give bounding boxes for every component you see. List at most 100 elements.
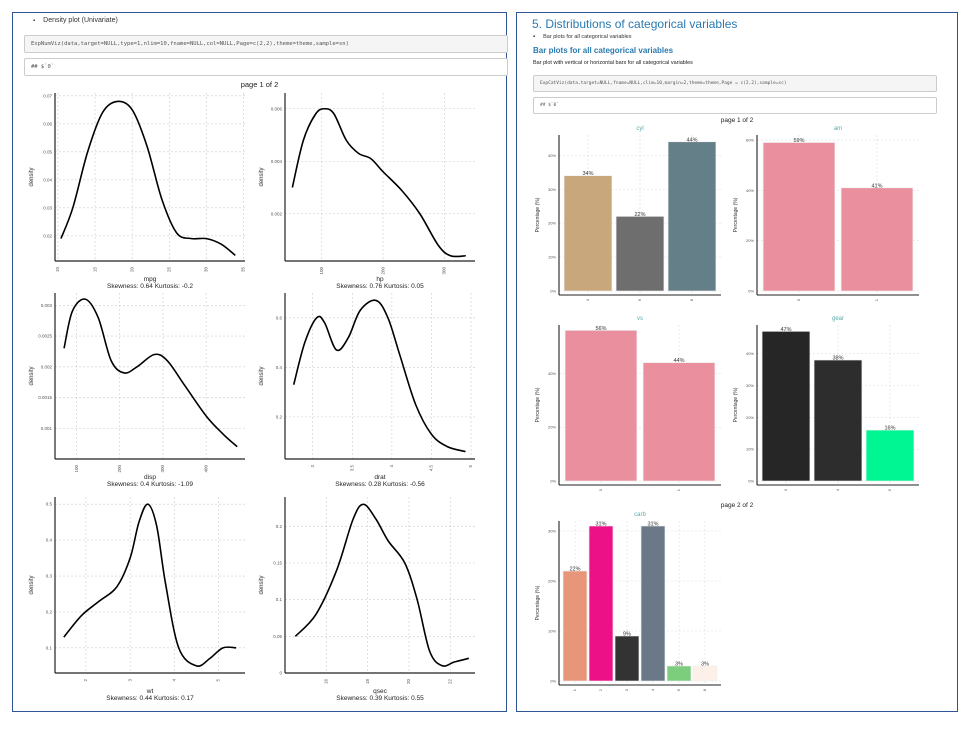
bullet-density-plot: Density plot (Univariate) — [33, 17, 118, 24]
x-tick-label: 4 — [650, 688, 655, 691]
x-tick-label: 30 — [204, 267, 209, 273]
page-label-2: page 2 of 2 — [720, 502, 754, 509]
y-tick-label: 0.2 — [46, 609, 53, 614]
x-tick-label: 0 — [598, 488, 603, 491]
x-tick-label: 15 — [92, 267, 97, 273]
x-tick-label: 20 — [406, 679, 411, 685]
y-tick-label: 0.001 — [41, 426, 53, 431]
stats-subtitle: Skewness: 0.39 Kurtosis: 0.55 — [336, 695, 424, 702]
y-tick-label: 10% — [548, 629, 556, 634]
chart-title: cyl — [636, 126, 643, 132]
density-curve — [63, 503, 237, 667]
bar-carb-3 — [614, 635, 640, 682]
bar-vs-0 — [564, 330, 638, 482]
bar-gear-3 — [761, 331, 811, 482]
x-tick-label: 300 — [160, 465, 165, 473]
y-tick-label: 60% — [746, 138, 754, 143]
x-tick-label: 3.5 — [349, 465, 354, 472]
chart-title: am — [834, 126, 842, 132]
x-tick-label: 3 — [783, 488, 788, 491]
x-tick-label: 35 — [241, 267, 246, 273]
y-tick-label: 20% — [548, 425, 556, 430]
x-tick-label: 6 — [676, 688, 681, 691]
x-tick-label: 1 — [874, 298, 879, 301]
stats-subtitle: Skewness: 0.76 Kurtosis: 0.05 — [336, 283, 424, 290]
bar-value-label: 31% — [595, 522, 606, 528]
bar-cyl-8 — [667, 141, 717, 292]
y-tick-label: 0.1 — [276, 597, 283, 602]
x-tick-label: 4.5 — [429, 465, 434, 472]
bar-value-label: 44% — [673, 358, 684, 364]
x-tick-label: 100 — [319, 267, 324, 275]
x-axis-label: drat — [374, 474, 385, 481]
y-tick-label: 40% — [548, 153, 556, 158]
stats-subtitle: Skewness: 0.44 Kurtosis: 0.17 — [106, 695, 194, 702]
stats-subtitle: Skewness: 0.64 Kurtosis: -0.2 — [107, 283, 193, 290]
y-tick-label: 0.06 — [43, 121, 52, 126]
bar-gear-5 — [865, 429, 915, 482]
y-tick-label: 20% — [746, 415, 754, 420]
bar-value-label: 59% — [793, 138, 804, 144]
x-tick-label: 10 — [55, 267, 60, 273]
x-tick-label: 200 — [117, 465, 122, 473]
bar-chart-gear: gear 0% 10% 20% 30% 40% 47% 3 38% 4 16% 5 Percentage… — [733, 316, 919, 491]
x-tick-label: 5 — [887, 488, 892, 491]
section-title: 5. Distributions of categorical variable… — [532, 17, 738, 31]
bar-carb-1 — [562, 570, 588, 682]
bar-chart-cyl: cyl 0% 10% 20% 30% 40% 34% 4 22% 6 44% 8 Percentage … — [535, 126, 721, 301]
x-tick-label: 0 — [796, 298, 801, 301]
x-tick-label: 3 — [310, 465, 315, 468]
y-tick-label: 0.03 — [43, 205, 52, 210]
y-tick-label: 0.003 — [41, 303, 53, 308]
x-tick-label: 6 — [637, 298, 642, 301]
x-axis-label: mpg — [144, 276, 157, 283]
density-chart-disp: 100 200 300 400 0.001 0.0015 0.002 0.0025 0.003 d… — [29, 293, 245, 488]
bar-value-label: 56% — [595, 326, 606, 332]
x-tick-label: 2 — [83, 679, 88, 682]
x-tick-label: 5 — [216, 679, 221, 682]
x-tick-label: 100 — [74, 465, 79, 473]
y-tick-label: 0% — [550, 289, 556, 294]
y-tick-label: 0.05 — [273, 634, 282, 639]
bar-value-label: 34% — [582, 171, 593, 177]
x-axis-label: wt — [146, 688, 154, 695]
y-tick-label: 0.2 — [276, 414, 283, 419]
bar-cyl-6 — [615, 216, 665, 292]
density-chart-qsec: 16 18 20 22 0 0.05 0.1 0.15 0.2 density qsecSkewne… — [259, 497, 475, 702]
y-tick-label: 0.004 — [271, 159, 283, 164]
code-block: ExpCatViz(data,target=NULL,fname=NULL,cl… — [533, 75, 937, 92]
density-plot-panel: Density plot (Univariate) ExpNumViz(data… — [12, 12, 508, 712]
description: Bar plot with vertical or horizontal bar… — [533, 60, 693, 66]
bar-gear-4 — [813, 359, 863, 482]
categorical-panel: 5. Distributions of categorical variable… — [516, 12, 958, 712]
y-tick-label: 0.4 — [276, 365, 283, 370]
bar-value-label: 47% — [780, 327, 791, 333]
y-axis-label: Percentage (%) — [535, 585, 541, 620]
bar-chart-am: am 0% 20% 40% 60% 59% 0 41% 1 Percentage (%) — [733, 126, 919, 301]
y-tick-label: 40% — [746, 188, 754, 193]
y-tick-label: 0% — [550, 679, 556, 684]
x-axis-label: qsec — [373, 688, 387, 695]
x-tick-label: 4 — [389, 465, 394, 468]
y-tick-label: 0% — [748, 479, 754, 484]
bar-cyl-4 — [563, 175, 613, 292]
y-tick-label: 0.002 — [41, 364, 53, 369]
x-tick-label: 16 — [323, 679, 328, 685]
y-tick-label: 20% — [548, 221, 556, 226]
y-tick-label: 0.5 — [46, 502, 53, 507]
y-tick-label: 0 — [279, 671, 282, 676]
y-tick-label: 0.07 — [43, 93, 52, 98]
page-label-1: page 1 of 2 — [720, 117, 754, 124]
y-tick-label: 0.05 — [43, 149, 52, 154]
bar-chart-vs: vs 0% 20% 40% 56% 0 44% 1 Percentage (%) — [535, 316, 721, 491]
y-axis-label: density — [259, 167, 265, 186]
density-chart-hp: 100 200 300 0.002 0.004 0.006 density hpSkewnes… — [259, 93, 475, 290]
output-block: ## $`0` — [533, 97, 937, 114]
density-curve — [63, 298, 238, 448]
page-label: page 1 of 2 — [240, 80, 279, 89]
density-curve — [292, 299, 466, 453]
density-curve — [291, 107, 466, 258]
y-axis-label: density — [29, 167, 35, 186]
